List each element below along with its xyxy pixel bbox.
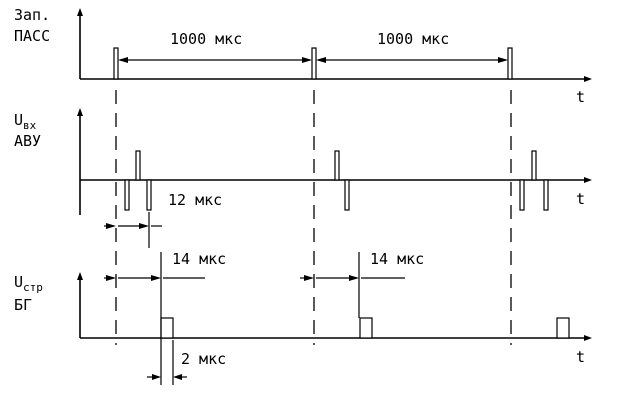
width-2-label: 2 мкс [181, 350, 226, 368]
arrowhead [316, 57, 326, 63]
strobe-x-axis-arrow [584, 335, 592, 341]
period-2-label: 1000 мкс [377, 30, 449, 48]
strobe-axis-t: t [576, 348, 585, 366]
strobe-label-main: Uстр [14, 273, 43, 294]
strobe-pulse [556, 317, 570, 339]
pass-axis-t: t [576, 88, 585, 106]
pass-y-axis-arrow [77, 8, 83, 16]
period-1-label: 1000 мкс [170, 30, 242, 48]
delay-12-label: 12 мкс [168, 191, 222, 209]
delay-14-label: 14 мкс [370, 250, 424, 268]
arrowhead [139, 223, 149, 229]
input-pulse-negative [519, 179, 525, 211]
pass-label-line1: Зап. [14, 6, 50, 24]
arrowhead [302, 57, 312, 63]
pass-pulse [113, 47, 119, 80]
arrowhead [152, 374, 161, 380]
strobe-pulse [160, 317, 174, 339]
input-x-axis-arrow [584, 177, 592, 183]
input-pulse-negative [124, 179, 130, 211]
pass-label-line2: ПАСС [14, 27, 50, 45]
input-pulse-negative [146, 179, 152, 211]
input-axis-t: t [576, 190, 585, 208]
arrowhead [304, 275, 314, 281]
row-input: Uвх АВУ t 12 мкс [14, 108, 592, 248]
arrowhead [349, 275, 359, 281]
input-label-main: Uвх [14, 111, 37, 132]
pass-x-axis-arrow [584, 76, 592, 82]
time-guides [115, 90, 512, 345]
input-pulse-negative [543, 179, 549, 211]
pass-pulse [507, 47, 513, 80]
arrowhead [151, 275, 161, 281]
input-label-line2: АВУ [14, 132, 41, 150]
arrowhead [106, 275, 116, 281]
strobe-label-line2: БГ [14, 296, 32, 314]
row-pass: Зап. ПАСС t 1000 мкс 1000 мкс [14, 6, 592, 106]
delay-14-label: 14 мкс [172, 250, 226, 268]
input-pulse-positive [531, 150, 537, 181]
input-pulse-positive [334, 150, 340, 181]
strobe-pulse [359, 317, 373, 339]
row-strobe: Uстр БГ t 14 мкс 14 мкс 2 мкс [14, 250, 592, 385]
arrowhead [498, 57, 508, 63]
pass-pulse [311, 47, 317, 80]
input-pulse-negative [344, 179, 350, 211]
strobe-y-axis-arrow [77, 272, 83, 280]
arrowhead [118, 57, 128, 63]
input-pulse-positive [135, 150, 141, 181]
input-y-axis-arrow [77, 108, 83, 116]
arrowhead [106, 223, 116, 229]
